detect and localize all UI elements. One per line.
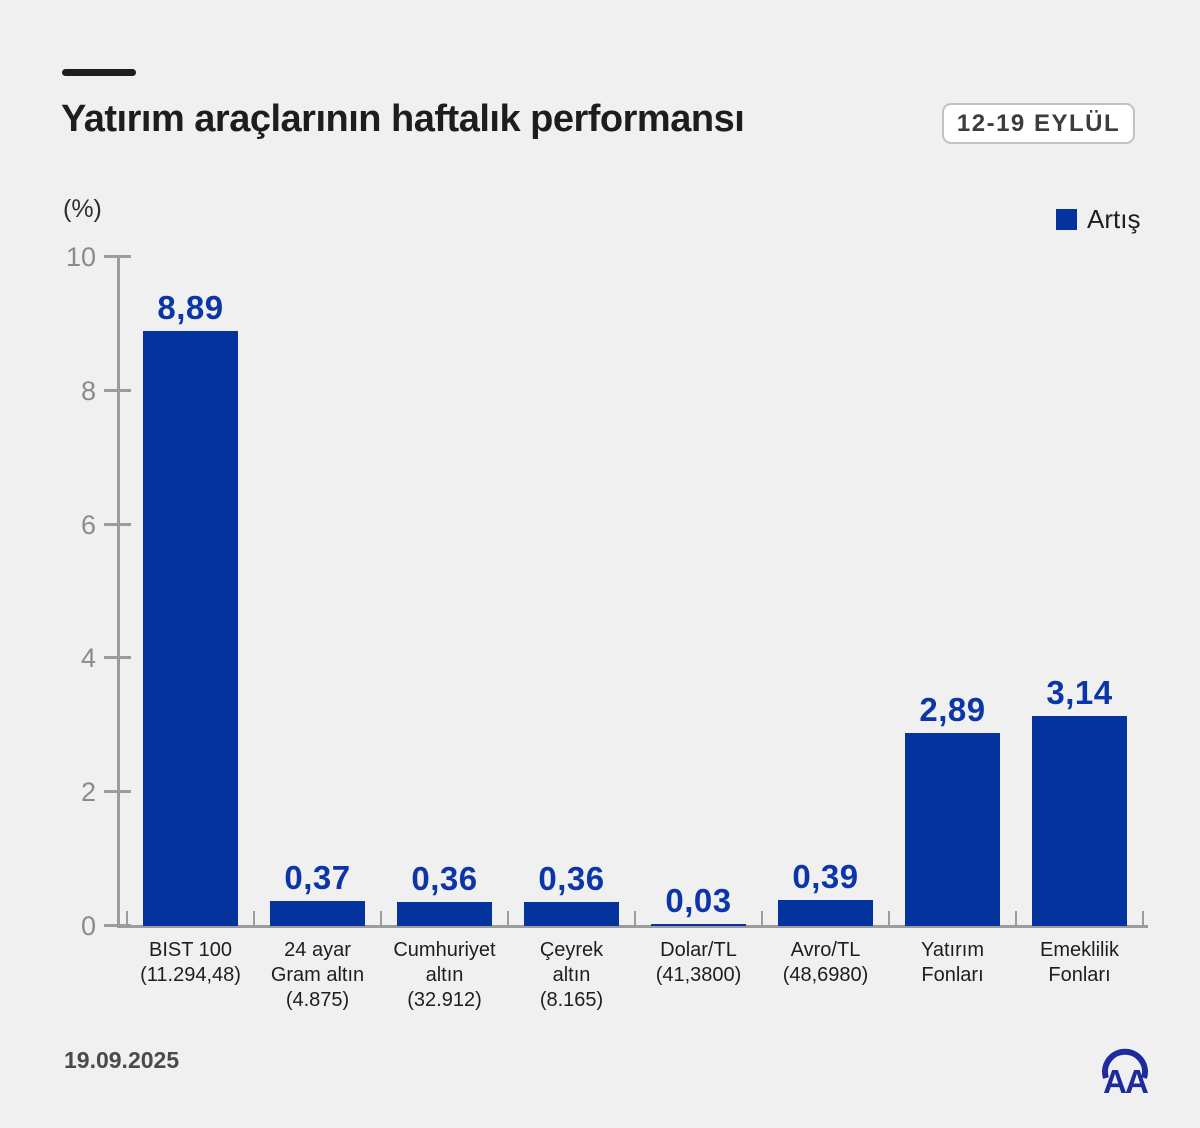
x-axis-tick xyxy=(1015,911,1017,925)
y-axis-tick-label: 8 xyxy=(80,376,96,406)
y-axis-tick xyxy=(104,523,131,526)
y-axis-tick xyxy=(104,255,131,258)
category-label-line: Emeklilik xyxy=(1040,939,1119,961)
y-axis-unit-label: (%) xyxy=(63,195,102,223)
date-range-badge: 12-19 EYLÜL xyxy=(942,103,1135,144)
category-label-line: Cumhuriyet xyxy=(393,939,496,961)
x-axis-tick xyxy=(888,911,890,925)
bar-2 xyxy=(397,902,492,926)
x-axis-tick xyxy=(634,911,636,925)
bar-1 xyxy=(270,901,365,926)
x-axis-tick xyxy=(507,911,509,925)
category-label-line: altın xyxy=(552,964,591,986)
legend-label: Artış xyxy=(1087,204,1141,234)
category-label-line: (4.875) xyxy=(285,989,350,1011)
bar-4 xyxy=(651,924,746,926)
legend-swatch-icon xyxy=(1056,209,1077,230)
bar-value-label-2: 0,36 xyxy=(411,860,478,897)
aa-logo-letters: AA xyxy=(1103,1063,1148,1100)
page-title: Yatırım araçlarının haftalık performansı xyxy=(61,98,745,140)
x-axis-line xyxy=(117,925,1148,928)
y-axis-line xyxy=(117,257,120,928)
aa-logo-graphic: AA xyxy=(1102,1048,1150,1100)
y-axis-tick xyxy=(104,389,131,392)
bar-value-label-5: 0,39 xyxy=(792,858,859,895)
bar-value-label-4: 0,03 xyxy=(665,882,732,919)
category-label-line: 24 ayar xyxy=(284,939,351,961)
bar-6 xyxy=(905,733,1000,926)
category-label-line: (11.294,48) xyxy=(140,964,241,986)
category-label-line: (48,6980) xyxy=(782,964,869,986)
category-label-line: Gram altın xyxy=(270,964,365,986)
bar-value-label-7: 3,14 xyxy=(1046,674,1113,711)
title-accent-dash xyxy=(62,69,136,76)
category-label-0: BIST 100 (11.294,48) xyxy=(116,938,266,988)
x-axis-tick xyxy=(380,911,382,925)
category-label-line: Avro/TL xyxy=(790,939,861,961)
category-label-2: Cumhuriyet altın (32.912) xyxy=(370,938,520,1013)
category-label-line: Yatırım xyxy=(921,939,984,961)
x-axis-tick xyxy=(253,911,255,925)
y-axis-tick-label: 10 xyxy=(65,242,96,272)
bar-value-label-6: 2,89 xyxy=(919,691,986,728)
category-label-4: Dolar/TL (41,3800) xyxy=(624,938,774,988)
category-label-line: Dolar/TL xyxy=(660,939,737,961)
x-axis-tick xyxy=(126,911,128,925)
legend: Artış xyxy=(1056,204,1140,235)
bar-value-label-0: 8,89 xyxy=(157,289,224,326)
category-label-3: Çeyrek altın (8.165) xyxy=(497,938,647,1013)
y-axis-tick xyxy=(104,790,131,793)
bar-value-label-1: 0,37 xyxy=(284,859,351,896)
category-label-line: BIST 100 xyxy=(148,939,233,961)
date-range-badge-label: 12-19 EYLÜL xyxy=(956,109,1121,137)
bar-0 xyxy=(143,331,238,926)
category-label-1: 24 ayar Gram altın (4.875) xyxy=(243,938,393,1013)
category-label-6: Yatırım Fonları xyxy=(878,938,1028,988)
bar-value-label-3: 0,36 xyxy=(538,860,605,897)
y-axis-tick-label: 4 xyxy=(80,643,96,673)
category-label-7: Emeklilik Fonları xyxy=(1005,938,1155,988)
category-label-line: Çeyrek xyxy=(539,939,604,961)
y-axis-tick-label: 6 xyxy=(80,510,96,540)
aa-logo: AA xyxy=(1096,1040,1154,1102)
aa-logo-arc-icon xyxy=(1102,1048,1148,1079)
category-label-line: (32.912) xyxy=(407,989,482,1011)
category-label-line: altın xyxy=(425,964,464,986)
bar-5 xyxy=(778,900,873,926)
bar-7 xyxy=(1032,716,1127,926)
bar-3 xyxy=(524,902,619,926)
category-label-5: Avro/TL (48,6980) xyxy=(751,938,901,988)
category-label-line: Fonları xyxy=(921,964,984,986)
y-axis-tick-label: 2 xyxy=(80,777,96,807)
category-label-line: Fonları xyxy=(1048,964,1111,986)
y-axis-tick xyxy=(104,656,131,659)
y-axis-tick-label: 0 xyxy=(80,911,96,941)
category-label-line: (8.165) xyxy=(539,989,604,1011)
footer-date: 19.09.2025 xyxy=(64,1047,180,1073)
x-axis-tick xyxy=(1142,911,1144,925)
category-label-line: (41,3800) xyxy=(655,964,742,986)
x-axis-tick xyxy=(761,911,763,925)
y-axis-tick xyxy=(104,924,131,927)
